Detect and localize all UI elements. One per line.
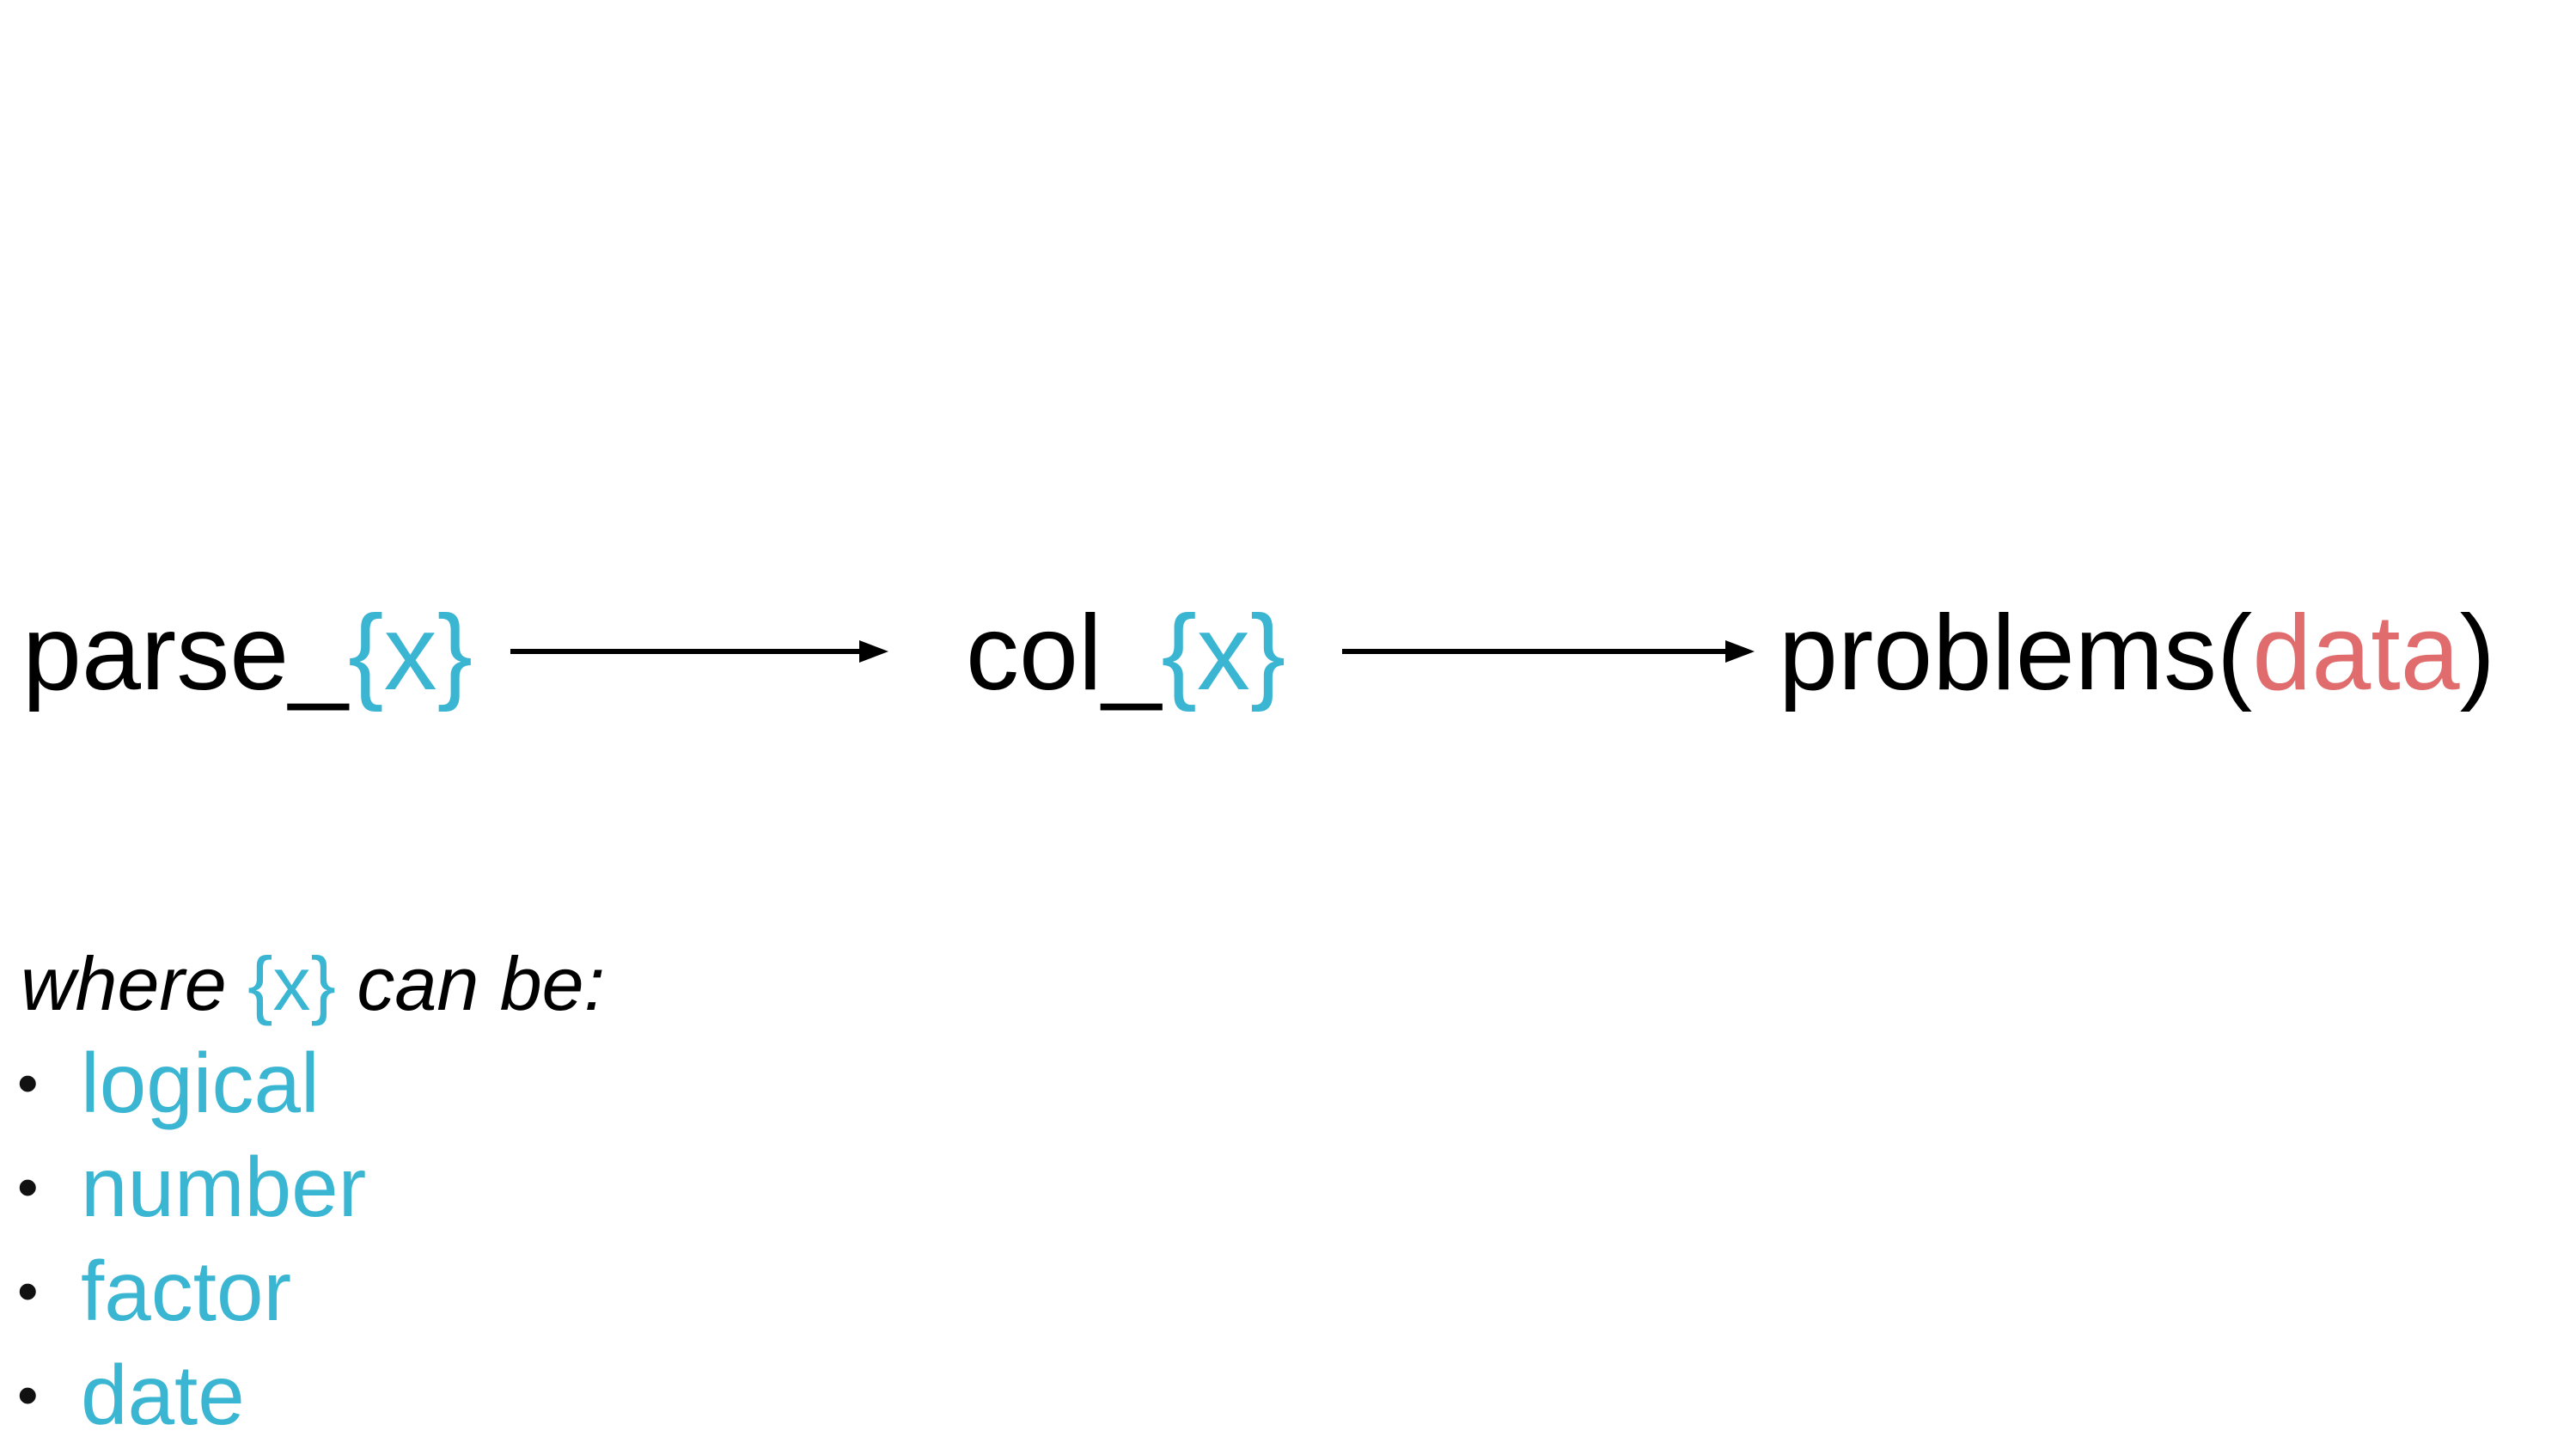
type-options-list: • logical • number • factor • date: [17, 1031, 366, 1447]
option-logical: logical: [81, 1036, 320, 1130]
list-item: • factor: [17, 1239, 366, 1343]
problems-argument: data: [2252, 594, 2460, 712]
list-item: • date: [17, 1343, 366, 1447]
note-before: where: [21, 941, 248, 1026]
placeholder-note: where {x} can be:: [21, 937, 605, 1031]
bullet-icon: •: [17, 1361, 39, 1428]
parse-function-label: parse_{x}: [22, 593, 473, 713]
parse-prefix: parse_: [22, 594, 349, 712]
right-arrow-icon: [510, 640, 888, 663]
problems-suffix: ): [2459, 594, 2495, 712]
arrow-parse-to-col: [510, 640, 888, 663]
list-item: • number: [17, 1135, 366, 1239]
option-date: date: [81, 1348, 245, 1442]
parse-placeholder: {x}: [348, 594, 473, 712]
note-placeholder: {x}: [247, 941, 336, 1026]
list-item: • logical: [17, 1031, 366, 1135]
arrow-col-to-problems: [1342, 640, 1755, 663]
note-after: can be:: [335, 941, 606, 1026]
bullet-icon: •: [17, 1153, 39, 1220]
problems-function-label: problems(data): [1779, 593, 2495, 713]
bullet-icon: •: [17, 1049, 39, 1116]
bullet-icon: •: [17, 1257, 39, 1324]
col-placeholder: {x}: [1161, 594, 1286, 712]
problems-prefix: problems(: [1779, 594, 2253, 712]
option-factor: factor: [81, 1244, 292, 1338]
option-number: number: [81, 1140, 367, 1234]
col-prefix: col_: [966, 594, 1162, 712]
col-function-label: col_{x}: [966, 593, 1285, 713]
right-arrow-icon: [1342, 640, 1755, 663]
